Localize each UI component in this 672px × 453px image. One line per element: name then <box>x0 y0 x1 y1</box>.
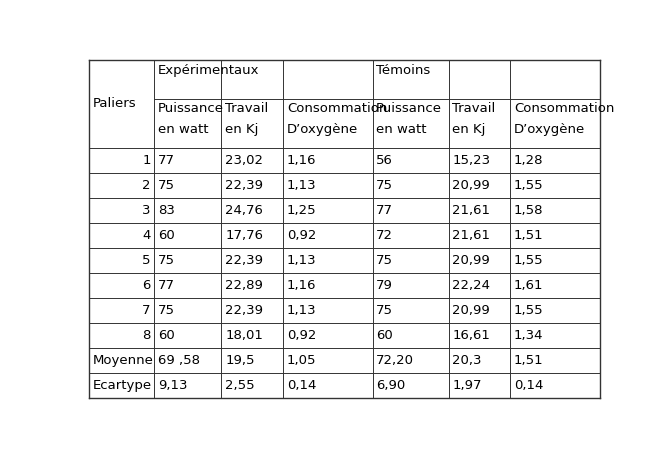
Text: 1,97: 1,97 <box>452 379 482 392</box>
Text: 1,05: 1,05 <box>287 354 317 367</box>
Text: 17,76: 17,76 <box>225 229 263 242</box>
Text: 24,76: 24,76 <box>225 204 263 217</box>
Text: 20,99: 20,99 <box>452 304 490 317</box>
Text: 56: 56 <box>376 154 393 167</box>
Text: 1,16: 1,16 <box>287 154 317 167</box>
Text: 3: 3 <box>142 204 151 217</box>
Text: 0,92: 0,92 <box>287 329 317 342</box>
Text: Consommation
D’oxygène: Consommation D’oxygène <box>287 102 387 136</box>
Text: Puissance
en watt: Puissance en watt <box>158 102 224 136</box>
Text: 1: 1 <box>142 154 151 167</box>
Text: Ecartype: Ecartype <box>93 379 152 392</box>
Text: 1,34: 1,34 <box>514 329 544 342</box>
Text: 1,51: 1,51 <box>514 229 544 242</box>
Text: 22,24: 22,24 <box>452 279 490 292</box>
Text: 77: 77 <box>376 204 393 217</box>
Text: 0,14: 0,14 <box>514 379 544 392</box>
Text: Expérimentaux: Expérimentaux <box>158 64 259 77</box>
Text: 1,16: 1,16 <box>287 279 317 292</box>
Text: 9,13: 9,13 <box>158 379 187 392</box>
Text: 75: 75 <box>376 304 393 317</box>
Text: 4: 4 <box>142 229 151 242</box>
Text: 72,20: 72,20 <box>376 354 414 367</box>
Text: 1,13: 1,13 <box>287 178 317 192</box>
Text: Moyenne: Moyenne <box>93 354 154 367</box>
Text: 1,55: 1,55 <box>514 178 544 192</box>
Text: Paliers: Paliers <box>93 97 136 110</box>
Text: 22,89: 22,89 <box>225 279 263 292</box>
Text: 75: 75 <box>376 254 393 267</box>
Text: 6,90: 6,90 <box>376 379 405 392</box>
Text: 83: 83 <box>158 204 175 217</box>
Text: 1,58: 1,58 <box>514 204 544 217</box>
Text: 20,3: 20,3 <box>452 354 482 367</box>
Text: 6: 6 <box>142 279 151 292</box>
Text: Travail
en Kj: Travail en Kj <box>452 102 495 136</box>
Text: 1,51: 1,51 <box>514 354 544 367</box>
Text: 1,61: 1,61 <box>514 279 544 292</box>
Text: 0,92: 0,92 <box>287 229 317 242</box>
Text: 77: 77 <box>158 279 175 292</box>
Text: 60: 60 <box>376 329 393 342</box>
Text: 22,39: 22,39 <box>225 254 263 267</box>
Text: 60: 60 <box>158 229 175 242</box>
Text: 23,02: 23,02 <box>225 154 263 167</box>
Text: 75: 75 <box>376 178 393 192</box>
Text: 2,55: 2,55 <box>225 379 255 392</box>
Text: 1,55: 1,55 <box>514 304 544 317</box>
Text: Puissance
en watt: Puissance en watt <box>376 102 442 136</box>
Text: 77: 77 <box>158 154 175 167</box>
Text: 75: 75 <box>158 254 175 267</box>
Text: Travail
en Kj: Travail en Kj <box>225 102 268 136</box>
Text: 69 ,58: 69 ,58 <box>158 354 200 367</box>
Text: 0,14: 0,14 <box>287 379 317 392</box>
Text: 75: 75 <box>158 304 175 317</box>
Text: 22,39: 22,39 <box>225 304 263 317</box>
Text: Témoins: Témoins <box>376 64 430 77</box>
Text: 1,28: 1,28 <box>514 154 544 167</box>
Text: 60: 60 <box>158 329 175 342</box>
Text: 22,39: 22,39 <box>225 178 263 192</box>
Text: 19,5: 19,5 <box>225 354 255 367</box>
Text: 21,61: 21,61 <box>452 229 490 242</box>
Text: 20,99: 20,99 <box>452 178 490 192</box>
Text: 72: 72 <box>376 229 393 242</box>
Text: 7: 7 <box>142 304 151 317</box>
Text: Consommation
D’oxygène: Consommation D’oxygène <box>514 102 614 136</box>
Text: 1,13: 1,13 <box>287 254 317 267</box>
Text: 1,55: 1,55 <box>514 254 544 267</box>
Text: 2: 2 <box>142 178 151 192</box>
Text: 21,61: 21,61 <box>452 204 490 217</box>
Text: 1,13: 1,13 <box>287 304 317 317</box>
Text: 18,01: 18,01 <box>225 329 263 342</box>
Text: 1,25: 1,25 <box>287 204 317 217</box>
Text: 15,23: 15,23 <box>452 154 491 167</box>
Text: 20,99: 20,99 <box>452 254 490 267</box>
Text: 75: 75 <box>158 178 175 192</box>
Text: 5: 5 <box>142 254 151 267</box>
Text: 16,61: 16,61 <box>452 329 490 342</box>
Text: 8: 8 <box>142 329 151 342</box>
Text: 79: 79 <box>376 279 393 292</box>
